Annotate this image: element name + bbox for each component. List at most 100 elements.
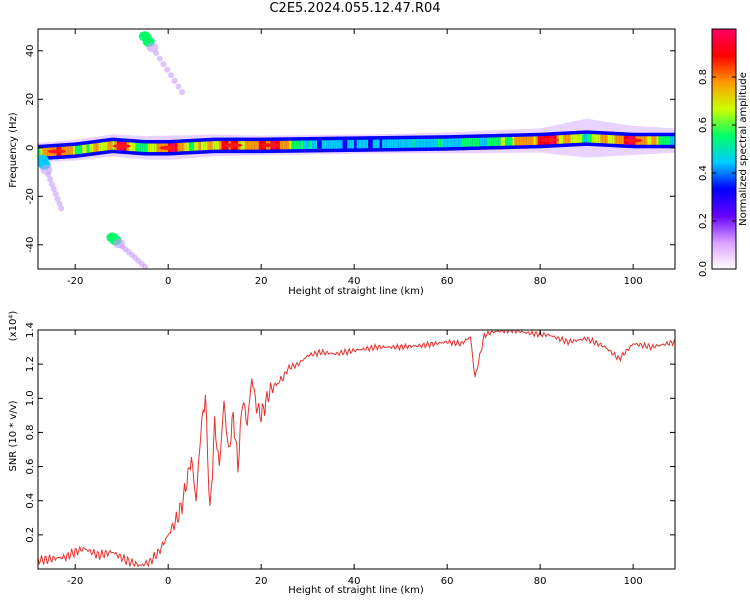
spectrogram-band-core bbox=[326, 140, 329, 149]
spectrogram-sideband-spot bbox=[171, 77, 178, 84]
spectrogram-hotspot bbox=[261, 143, 280, 148]
spectrogram-band-core bbox=[147, 143, 150, 153]
spectrogram-band-core bbox=[428, 138, 432, 148]
snr-panel: -20 0 20 40 60 80 100 0.2 0.4 0.6 0.8 1.0 1.2 1.4 He… bbox=[8, 311, 676, 596]
spectrogram-band-core bbox=[507, 137, 511, 146]
spectrogram-band-core bbox=[258, 141, 262, 150]
spectrogram-band-core bbox=[500, 137, 504, 146]
spectrogram-band-core bbox=[579, 134, 583, 143]
spectrogram-band-core bbox=[98, 142, 102, 152]
spectrogram-band-core bbox=[588, 134, 592, 143]
spectrogram-band-core bbox=[598, 134, 601, 144]
spectrogram-band-core bbox=[521, 136, 525, 146]
spectrogram-band-core bbox=[384, 139, 388, 149]
spectrogram-band-core bbox=[393, 139, 397, 148]
spectrogram-band-core bbox=[251, 141, 255, 150]
spectrogram-band-core bbox=[405, 139, 408, 148]
y-tick-label: 20 bbox=[25, 93, 36, 106]
spectrogram-sideband-spot bbox=[45, 171, 52, 178]
spectrogram-band-core bbox=[512, 136, 515, 146]
spectrogram-band-core bbox=[377, 139, 381, 149]
spectrogram-band-core bbox=[370, 139, 374, 149]
spectrogram-band-core bbox=[210, 141, 213, 150]
colorbar: 0.0 0.2 0.4 0.6 0.8 Normalized spectral ampl… bbox=[698, 28, 749, 277]
spectrogram-band-core bbox=[135, 142, 139, 152]
spectrogram-band-core bbox=[651, 136, 655, 145]
colorbar-tick-label: 0.4 bbox=[698, 165, 709, 181]
spectrogram-band-core bbox=[316, 140, 320, 149]
snr-x-label: Height of straight line (km) bbox=[288, 585, 424, 596]
spectrogram-band-core bbox=[86, 144, 90, 153]
spectrogram-band-core bbox=[423, 138, 427, 148]
x-tick-label: -20 bbox=[67, 276, 83, 287]
spectrogram-hotspot bbox=[159, 145, 178, 150]
spectrogram-band-core bbox=[509, 137, 513, 146]
spectrogram-band-core bbox=[465, 138, 469, 147]
spectrogram-band-core bbox=[254, 141, 257, 150]
spectrogram-band-core bbox=[363, 139, 367, 149]
spectrogram-y-label: Frequency (Hz) bbox=[8, 112, 19, 188]
spectrogram-band-core bbox=[386, 139, 390, 148]
spectrogram-band-core bbox=[214, 141, 218, 150]
spectrogram-band-core bbox=[279, 140, 283, 150]
spectrogram-band-core bbox=[96, 143, 99, 152]
spectrogram-band-core bbox=[661, 136, 664, 145]
spectrogram-band-core bbox=[293, 140, 297, 150]
spectrogram-band-core bbox=[656, 136, 660, 145]
colorbar-tick-label: 0.6 bbox=[698, 117, 709, 133]
spectrogram-band-core bbox=[430, 138, 434, 148]
y-tick-label: 1.0 bbox=[25, 390, 36, 406]
snr-y-label: SNR (10 * v/v) bbox=[8, 400, 19, 471]
spectrogram-band-core bbox=[375, 139, 378, 149]
spectrogram-band-core bbox=[70, 146, 74, 155]
spectrogram-band-core bbox=[561, 135, 564, 144]
colorbar-tick-label: 0.0 bbox=[698, 261, 709, 277]
spectrogram-band-core bbox=[300, 140, 304, 150]
spectrogram-band-core bbox=[440, 138, 443, 148]
spectrogram-band-core bbox=[247, 141, 250, 150]
spectrogram-band-core bbox=[203, 141, 206, 151]
spectrogram-band-core bbox=[75, 145, 78, 155]
spectrogram-band-core bbox=[219, 141, 222, 150]
spectrogram-band-core bbox=[340, 140, 343, 149]
spectrogram-band-core bbox=[570, 134, 573, 144]
spectrogram-band-core bbox=[77, 145, 81, 155]
spectrogram-band-core bbox=[568, 134, 571, 144]
spectrogram-band-core bbox=[421, 138, 425, 148]
spectrogram-band-core bbox=[389, 139, 392, 148]
spectrogram-band-core bbox=[105, 141, 109, 151]
spectrogram-band-core bbox=[514, 136, 518, 146]
spectrogram-band-core bbox=[196, 142, 199, 151]
spectrogram-band-core bbox=[382, 139, 385, 149]
spectrogram-band-core bbox=[142, 143, 146, 152]
colorbar-tick-label: 0.8 bbox=[698, 69, 709, 85]
spectrogram-band-core bbox=[663, 136, 666, 145]
spectrogram-band-core bbox=[505, 137, 508, 146]
spectrogram-band-core bbox=[191, 142, 195, 151]
spectrogram-band-core bbox=[584, 133, 587, 143]
spectrogram-sideband-spot bbox=[156, 55, 163, 62]
spectrogram-sideband-spot bbox=[56, 200, 63, 207]
spectrogram-band-core bbox=[516, 136, 520, 146]
spectrogram-band-core bbox=[668, 136, 671, 145]
x-tick-label: 60 bbox=[441, 276, 454, 287]
x-tick-label: 20 bbox=[255, 576, 268, 587]
spectrogram-band-core bbox=[458, 138, 462, 147]
spectrogram-band-core bbox=[133, 142, 136, 152]
spectrogram-band-core bbox=[407, 139, 411, 148]
x-tick-label: 40 bbox=[348, 576, 361, 587]
x-tick-label: 80 bbox=[534, 276, 547, 287]
spectrogram-band-core bbox=[449, 138, 453, 148]
spectrogram-band-core bbox=[482, 137, 485, 147]
spectrogram-band-core bbox=[244, 141, 248, 150]
spectrogram-band-core bbox=[149, 143, 153, 153]
spectrogram-band-core bbox=[495, 137, 499, 146]
spectrogram-band-core bbox=[456, 138, 460, 147]
spectrogram-band-core bbox=[586, 133, 590, 143]
y-tick-label: 0.6 bbox=[25, 459, 36, 475]
colorbar-tick-label: 0.2 bbox=[698, 213, 709, 229]
x-tick-label: 20 bbox=[255, 276, 268, 287]
spectrogram-band-core bbox=[310, 140, 313, 149]
spectrogram-band-core bbox=[426, 138, 429, 148]
